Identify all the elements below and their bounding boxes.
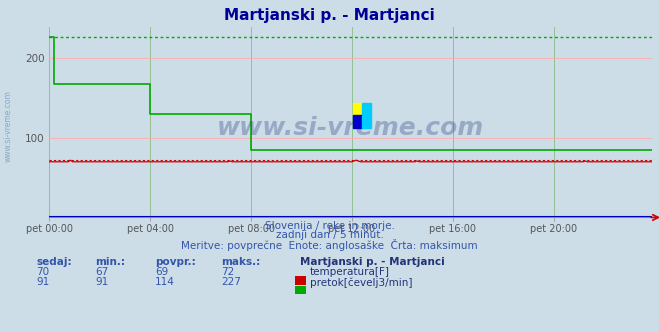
Text: 69: 69 bbox=[155, 267, 168, 277]
Bar bbox=[353, 103, 362, 116]
Bar bbox=[353, 116, 362, 128]
Text: 72: 72 bbox=[221, 267, 234, 277]
Text: sedaj:: sedaj: bbox=[36, 257, 72, 267]
Text: 91: 91 bbox=[96, 277, 109, 287]
Text: povpr.:: povpr.: bbox=[155, 257, 196, 267]
Text: Meritve: povprečne  Enote: anglosaške  Črta: maksimum: Meritve: povprečne Enote: anglosaške Črt… bbox=[181, 239, 478, 251]
Text: 114: 114 bbox=[155, 277, 175, 287]
Text: www.si-vreme.com: www.si-vreme.com bbox=[217, 116, 484, 140]
Text: 91: 91 bbox=[36, 277, 49, 287]
Text: www.si-vreme.com: www.si-vreme.com bbox=[3, 90, 13, 162]
Text: min.:: min.: bbox=[96, 257, 126, 267]
Text: maks.:: maks.: bbox=[221, 257, 260, 267]
Text: temperatura[F]: temperatura[F] bbox=[310, 267, 389, 277]
Text: zadnji dan / 5 minut.: zadnji dan / 5 minut. bbox=[275, 230, 384, 240]
Bar bbox=[362, 116, 371, 128]
Text: 227: 227 bbox=[221, 277, 241, 287]
Bar bbox=[362, 103, 371, 116]
Text: Slovenija / reke in morje.: Slovenija / reke in morje. bbox=[264, 221, 395, 231]
Text: Martjanski p. - Martjanci: Martjanski p. - Martjanci bbox=[300, 257, 445, 267]
Text: 67: 67 bbox=[96, 267, 109, 277]
Text: Martjanski p. - Martjanci: Martjanski p. - Martjanci bbox=[224, 8, 435, 23]
Text: pretok[čevelj3/min]: pretok[čevelj3/min] bbox=[310, 277, 413, 288]
Text: 70: 70 bbox=[36, 267, 49, 277]
